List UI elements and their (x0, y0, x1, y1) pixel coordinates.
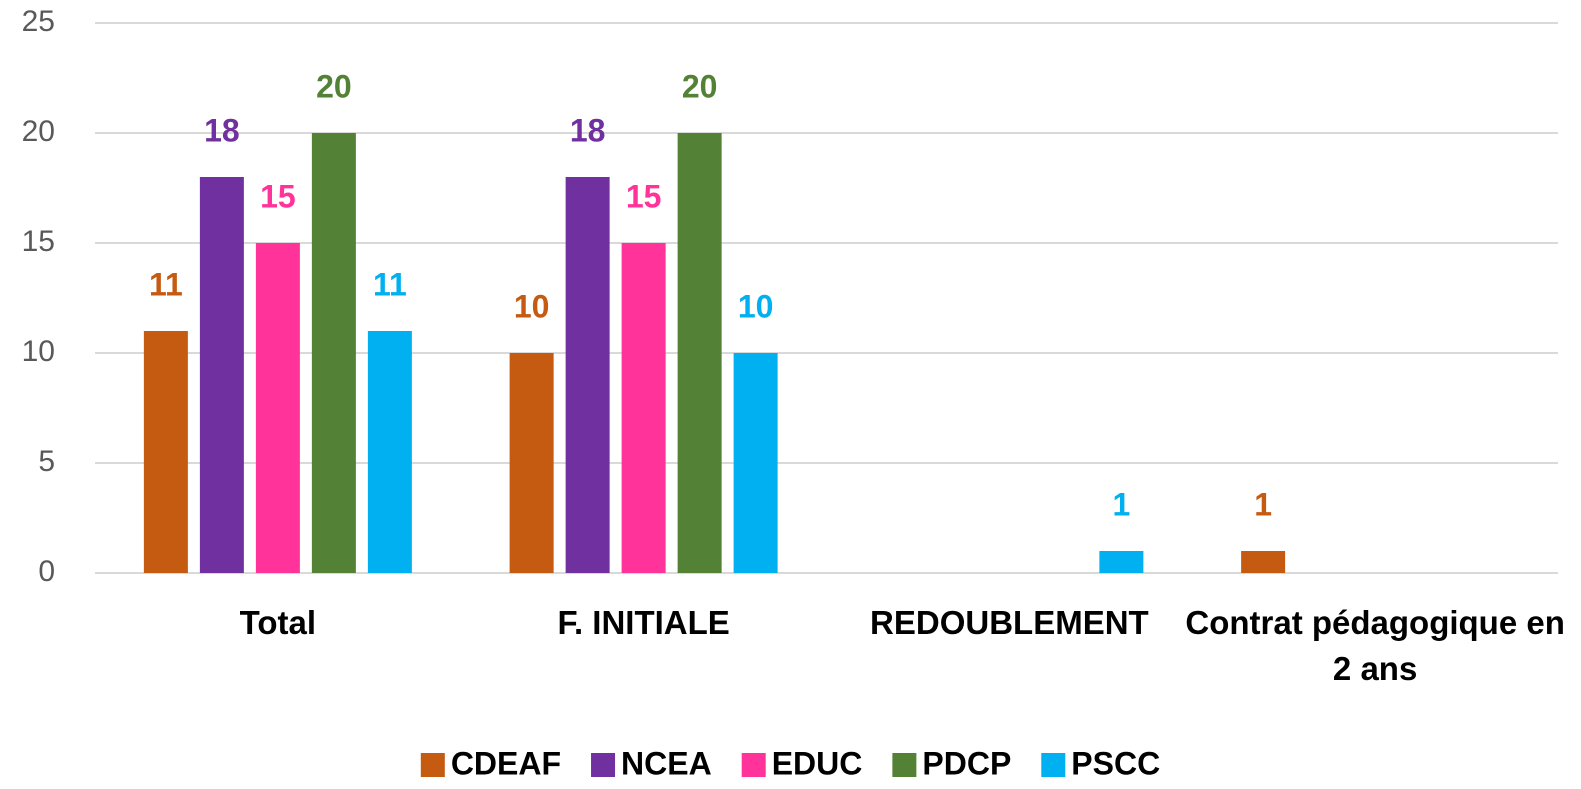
data-label: 10 (738, 288, 774, 324)
data-label: 10 (514, 288, 550, 324)
legend-label: PDCP (922, 745, 1011, 781)
data-label: 11 (373, 266, 407, 302)
data-label: 20 (316, 68, 352, 104)
data-label: 18 (204, 112, 240, 148)
x-tick-label: Contrat pédagogique en 2 ans (1185, 604, 1565, 687)
data-label: 1 (1254, 486, 1272, 522)
legend-swatch (741, 753, 766, 777)
legend-label: NCEA (621, 745, 712, 781)
bar (621, 243, 666, 573)
legend-swatch (591, 753, 616, 777)
x-tick-label: REDOUBLEMENT (870, 604, 1149, 641)
bar (143, 331, 188, 573)
bar (311, 133, 356, 573)
y-tick-label: 25 (22, 5, 55, 38)
bar (565, 177, 610, 573)
legend-swatch (420, 753, 445, 777)
y-tick-label: 10 (22, 335, 55, 368)
data-label: 20 (682, 68, 718, 104)
data-label: 15 (260, 178, 296, 214)
legend-swatch (892, 753, 917, 777)
y-tick-label: 20 (22, 115, 55, 148)
y-tick-label: 5 (38, 445, 55, 478)
bar (677, 133, 722, 573)
bar (367, 331, 412, 573)
legend-label: CDEAF (451, 745, 561, 781)
data-label: 1 (1112, 486, 1130, 522)
legend-swatch (1041, 753, 1066, 777)
bar (255, 243, 300, 573)
data-label: 18 (570, 112, 606, 148)
x-tick-label: Total (239, 604, 317, 641)
bar (1241, 551, 1286, 573)
bar (1099, 551, 1144, 573)
data-label: 11 (149, 266, 183, 302)
bar (509, 353, 554, 573)
bar (199, 177, 244, 573)
y-tick-label: 0 (38, 555, 55, 588)
y-tick-label: 15 (22, 225, 55, 258)
x-tick-label: F. INITIALE (557, 604, 730, 641)
bar (733, 353, 778, 573)
legend-label: PSCC (1071, 745, 1160, 781)
legend-label: EDUC (772, 745, 863, 781)
data-label: 15 (626, 178, 662, 214)
